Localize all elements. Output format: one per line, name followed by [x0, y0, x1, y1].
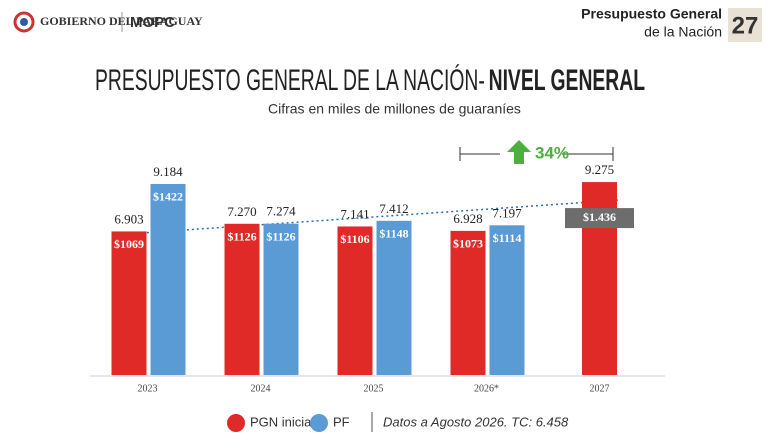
- x-tick-label: 2027: [590, 383, 610, 394]
- usd-label: $1069: [114, 237, 144, 251]
- bar: [224, 223, 260, 375]
- bracket-gap: [500, 142, 562, 166]
- bar: [376, 220, 412, 375]
- bar: [450, 230, 486, 375]
- bar: [111, 231, 147, 375]
- subtitle: Cifras en miles de millones de guaraníes: [268, 101, 521, 117]
- up-arrow: [507, 140, 531, 164]
- legend-label: PGN inicial: [250, 414, 314, 429]
- brand-line1: Presupuesto General: [581, 6, 722, 22]
- bar: [337, 226, 373, 375]
- brand-badge: [728, 8, 762, 42]
- legend-label: PF: [333, 414, 350, 429]
- legend-swatch: [227, 414, 245, 432]
- title-main: PRESUPUESTO GENERAL DE LA NACIÓN-: [95, 64, 485, 97]
- value-label: 7.270: [227, 204, 256, 219]
- bar: [150, 183, 186, 375]
- chart-title: PRESUPUESTO GENERAL DE LA NACIÓN-NIVEL G…: [95, 64, 645, 97]
- value-label: 9.275: [585, 162, 614, 177]
- value-label: 9.184: [153, 164, 183, 179]
- logo-seal-center: [20, 18, 28, 26]
- usd-label: $1422: [153, 190, 183, 204]
- logo-seal: [13, 11, 35, 33]
- growth-annotation: 34%: [535, 143, 569, 162]
- value-label: 7.274: [266, 204, 296, 219]
- usd-label: $1126: [266, 229, 295, 243]
- brand-line2: de la Nación: [644, 24, 722, 40]
- x-tick-label: 2026*: [474, 383, 499, 394]
- usd-label: $1148: [379, 227, 408, 241]
- value-label: 6.903: [114, 211, 143, 226]
- usd-label: $1114: [493, 231, 522, 245]
- value-label: 7.141: [340, 206, 369, 221]
- usd-label: $1.436: [583, 210, 616, 224]
- ministry: MOPC: [130, 14, 175, 31]
- growth-bracket: 34%: [459, 140, 614, 166]
- value-label: 7.197: [492, 205, 522, 220]
- bar: [263, 223, 299, 375]
- x-tick-label: 2023: [138, 383, 158, 394]
- usd-label: $1073: [453, 237, 483, 251]
- title-bold: NIVEL GENERAL: [489, 64, 645, 97]
- usd-label: $1126: [227, 230, 256, 244]
- bar: [489, 225, 525, 375]
- x-tick-label: 2024: [251, 383, 271, 394]
- usd-label-box: [565, 208, 634, 229]
- brand-year: 27: [732, 12, 759, 39]
- value-label: 6.928: [453, 211, 482, 226]
- legend-swatch: [310, 414, 328, 432]
- usd-label: $1106: [340, 232, 369, 246]
- value-label: 7.412: [379, 201, 408, 216]
- note: Datos a Agosto 2026. TC: 6.458: [383, 414, 569, 429]
- x-tick-label: 2025: [364, 383, 384, 394]
